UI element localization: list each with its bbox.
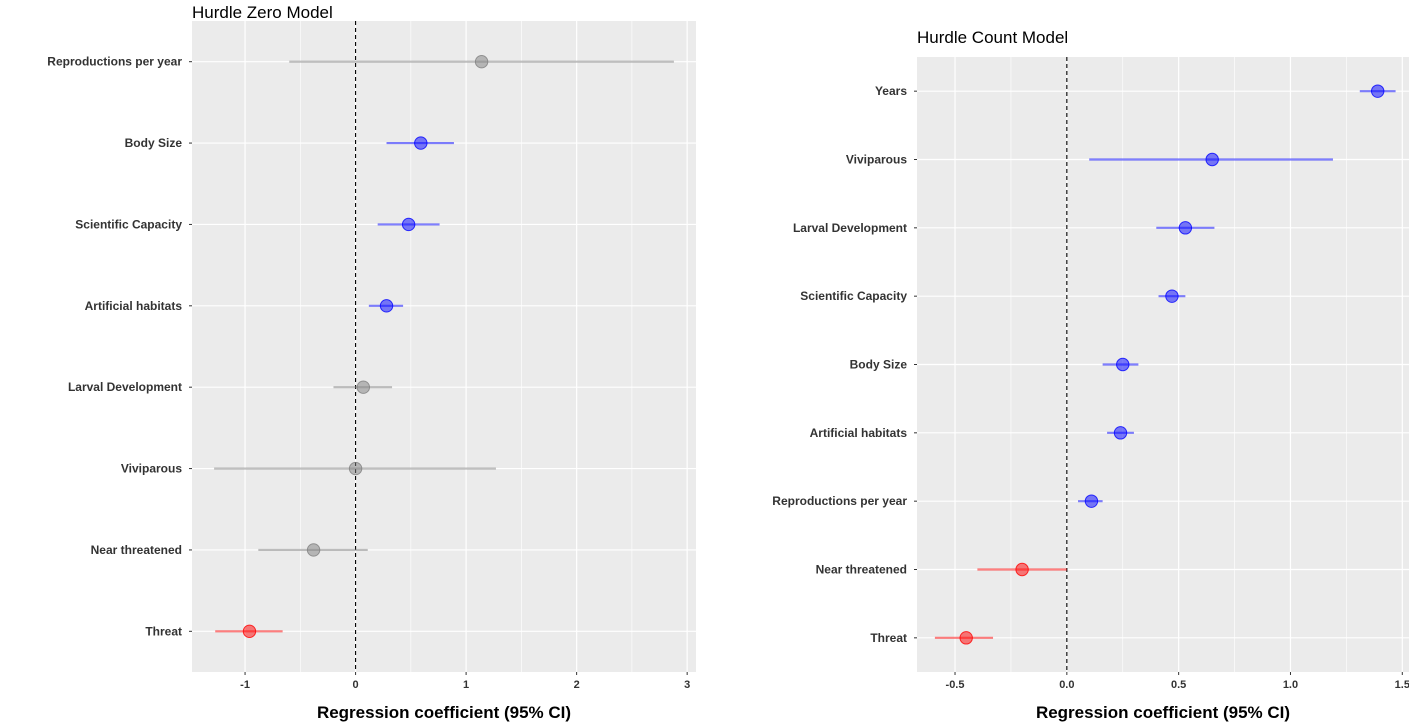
point-estimate — [414, 136, 428, 150]
y-tick-label: Threat — [870, 631, 907, 645]
x-tick-label: 1 — [463, 679, 469, 691]
x-tick-label: -0.5 — [946, 679, 965, 691]
y-tick-label: Years — [875, 84, 907, 98]
point-estimate — [306, 543, 321, 557]
point-estimate — [401, 217, 416, 232]
y-tick-label: Artificial habitats — [810, 426, 908, 440]
point-estimate — [348, 461, 363, 476]
x-tick-label: -1 — [240, 679, 250, 691]
y-tick-label: Near threatened — [91, 543, 182, 557]
y-tick-label: Scientific Capacity — [800, 289, 907, 303]
y-tick-label: Artificial habitats — [85, 299, 183, 313]
point-estimate — [1178, 221, 1193, 235]
point-estimate — [1116, 357, 1130, 372]
point-estimate — [1084, 494, 1099, 508]
y-tick-label: Near threatened — [816, 563, 907, 577]
x-tick-label: 0 — [353, 679, 359, 691]
y-tick-label: Viviparous — [846, 153, 907, 167]
x-tick-label: 3 — [684, 679, 690, 691]
point-estimate — [356, 380, 371, 394]
x-tick-label: 1.0 — [1283, 679, 1298, 691]
point-estimate — [474, 54, 489, 69]
point-estimate — [1370, 84, 1385, 98]
panel-count-model: Years Viviparous Larval Development Scienti… — [772, 28, 1409, 722]
panel-title: Hurdle Zero Model — [192, 3, 333, 22]
x-tick-label: 0.0 — [1059, 679, 1074, 691]
x-axis-title: Regression coefficient (95% CI) — [317, 703, 571, 722]
y-tick-label: Larval Development — [793, 221, 907, 235]
y-tick-label: Reproductions per year — [772, 494, 907, 508]
point-estimate — [1015, 562, 1029, 577]
x-tick-label: 0.5 — [1171, 679, 1186, 691]
panel-title: Hurdle Count Model — [917, 28, 1068, 47]
point-estimate — [959, 631, 973, 645]
y-tick-label: Body Size — [850, 358, 908, 372]
point-estimate — [242, 624, 257, 639]
x-tick-label: 1.5 — [1395, 679, 1409, 691]
y-tick-label: Reproductions per year — [47, 55, 182, 69]
x-axis-title: Regression coefficient (95% CI) — [1036, 703, 1290, 722]
plot-background — [192, 21, 696, 672]
y-tick-label: Scientific Capacity — [75, 217, 182, 231]
x-tick-label: 2 — [574, 679, 580, 691]
y-tick-label: Viviparous — [121, 462, 182, 476]
point-estimate — [1165, 289, 1179, 303]
point-estimate — [1205, 152, 1219, 167]
panel-zero-model: Reproductions per year Body Size Scientifi… — [47, 3, 696, 722]
y-tick-label: Body Size — [125, 136, 183, 150]
y-tick-label: Threat — [145, 624, 182, 638]
point-estimate — [1113, 426, 1128, 440]
point-estimate — [379, 299, 394, 313]
y-tick-label: Larval Development — [68, 380, 182, 394]
